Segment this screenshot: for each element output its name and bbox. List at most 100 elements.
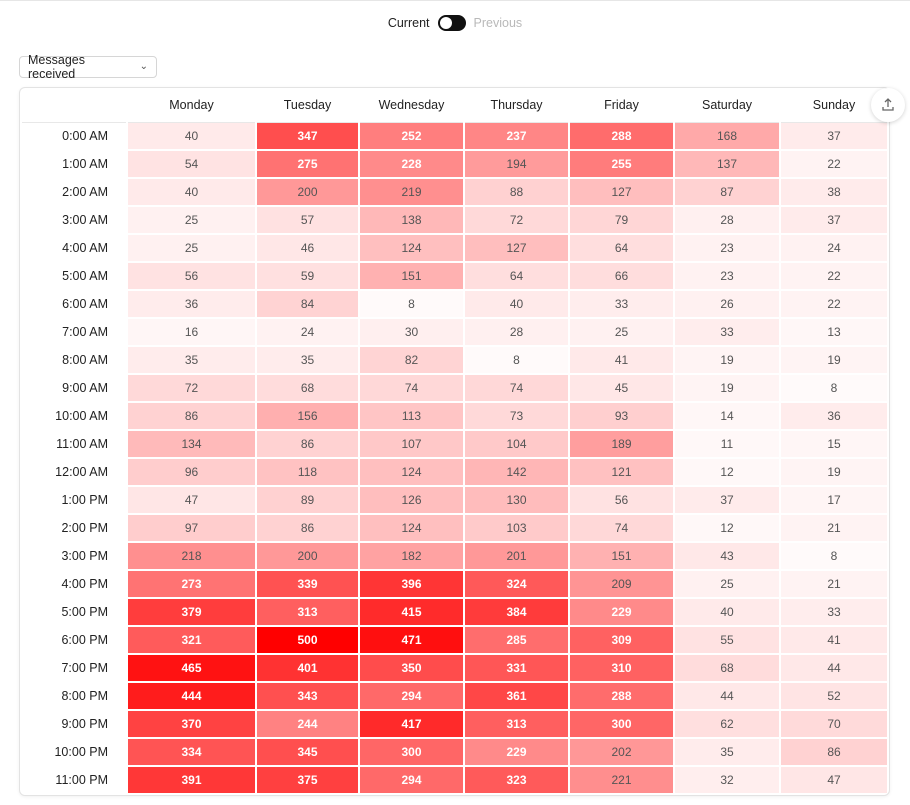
heatmap-cell: 25 — [675, 571, 779, 599]
heatmap-cell: 40 — [128, 179, 255, 207]
heatmap-cell: 25 — [128, 235, 255, 263]
metric-dropdown[interactable]: Messages received ⌄ — [19, 53, 157, 81]
heatmap-cell: 104 — [465, 431, 568, 459]
heatmap-cell: 37 — [781, 207, 887, 235]
heatmap-cell: 70 — [781, 711, 887, 739]
heatmap-cell: 26 — [675, 291, 779, 319]
heatmap-cell: 201 — [465, 543, 568, 571]
heatmap-cell: 379 — [128, 599, 255, 627]
heatmap-row: 5:00 PM 379 313 415 384 229 40 33 — [22, 599, 887, 627]
row-label: 2:00 AM — [22, 179, 126, 207]
heatmap-cell: 168 — [675, 123, 779, 151]
heatmap-cell: 151 — [570, 543, 673, 571]
heatmap-cell: 33 — [781, 599, 887, 627]
current-label[interactable]: Current — [387, 16, 430, 30]
row-label: 4:00 AM — [22, 235, 126, 263]
heatmap-cell: 285 — [465, 627, 568, 655]
row-label: 3:00 PM — [22, 543, 126, 571]
heatmap-cell: 200 — [257, 179, 358, 207]
heatmap-cell: 74 — [360, 375, 463, 403]
heatmap-cell: 288 — [570, 683, 673, 711]
heatmap-table: Monday Tuesday Wednesday Thursday Friday Satu… — [20, 88, 889, 795]
heatmap-cell: 15 — [781, 431, 887, 459]
heatmap-cell: 237 — [465, 123, 568, 151]
row-label: 5:00 PM — [22, 599, 126, 627]
period-toggle: Current Previous — [0, 13, 910, 33]
heatmap-cell: 66 — [570, 263, 673, 291]
heatmap-row: 9:00 AM 72 68 74 74 45 19 8 — [22, 375, 887, 403]
heatmap-cell: 41 — [781, 627, 887, 655]
heatmap-row: 6:00 AM 36 84 8 40 33 26 22 — [22, 291, 887, 319]
export-button[interactable] — [871, 88, 905, 122]
heatmap-cell: 343 — [257, 683, 358, 711]
heatmap-cell: 384 — [465, 599, 568, 627]
column-header: Thursday — [465, 88, 568, 123]
heatmap-cell: 86 — [128, 403, 255, 431]
heatmap-cell: 221 — [570, 767, 673, 795]
heatmap-cell: 137 — [675, 151, 779, 179]
row-label: 7:00 AM — [22, 319, 126, 347]
heatmap-cell: 40 — [128, 123, 255, 151]
heatmap-cell: 86 — [257, 431, 358, 459]
heatmap-cell: 82 — [360, 347, 463, 375]
heatmap-cell: 12 — [675, 515, 779, 543]
heatmap-cell: 36 — [781, 403, 887, 431]
heatmap-cell: 72 — [128, 375, 255, 403]
heatmap-cell: 89 — [257, 487, 358, 515]
heatmap-cell: 130 — [465, 487, 568, 515]
heatmap-cell: 375 — [257, 767, 358, 795]
heatmap-cell: 11 — [675, 431, 779, 459]
row-label: 6:00 PM — [22, 627, 126, 655]
heatmap-cell: 21 — [781, 515, 887, 543]
heatmap-cell: 189 — [570, 431, 673, 459]
heatmap-cell: 8 — [781, 375, 887, 403]
heatmap-cell: 313 — [257, 599, 358, 627]
heatmap-cell: 87 — [675, 179, 779, 207]
heatmap-cell: 24 — [781, 235, 887, 263]
heatmap-cell: 127 — [570, 179, 673, 207]
heatmap-cell: 300 — [570, 711, 673, 739]
row-label: 1:00 AM — [22, 151, 126, 179]
heatmap-cell: 391 — [128, 767, 255, 795]
heatmap-cell: 194 — [465, 151, 568, 179]
heatmap-cell: 309 — [570, 627, 673, 655]
heatmap-cell: 96 — [128, 459, 255, 487]
heatmap-cell: 156 — [257, 403, 358, 431]
heatmap-cell: 138 — [360, 207, 463, 235]
heatmap-cell: 35 — [128, 347, 255, 375]
heatmap-cell: 323 — [465, 767, 568, 795]
heatmap-cell: 121 — [570, 459, 673, 487]
row-label: 6:00 AM — [22, 291, 126, 319]
row-label: 4:00 PM — [22, 571, 126, 599]
heatmap-cell: 57 — [257, 207, 358, 235]
previous-label[interactable]: Previous — [473, 16, 523, 30]
heatmap-cell: 74 — [570, 515, 673, 543]
heatmap-row: 3:00 AM 25 57 138 72 79 28 37 — [22, 207, 887, 235]
heatmap-row: 1:00 AM 54 275 228 194 255 137 22 — [22, 151, 887, 179]
heatmap-cell: 62 — [675, 711, 779, 739]
heatmap-cell: 202 — [570, 739, 673, 767]
heatmap-cell: 229 — [570, 599, 673, 627]
heatmap-row: 8:00 PM 444 343 294 361 288 44 52 — [22, 683, 887, 711]
heatmap-cell: 345 — [257, 739, 358, 767]
heatmap-cell: 182 — [360, 543, 463, 571]
heatmap-row: 12:00 AM 96 118 124 142 121 12 19 — [22, 459, 887, 487]
heatmap-cell: 8 — [465, 347, 568, 375]
heatmap-cell: 14 — [675, 403, 779, 431]
heatmap-cell: 124 — [360, 459, 463, 487]
heatmap-cell: 275 — [257, 151, 358, 179]
heatmap-cell: 79 — [570, 207, 673, 235]
heatmap-cell: 103 — [465, 515, 568, 543]
column-header: Tuesday — [257, 88, 358, 123]
heatmap-cell: 64 — [465, 263, 568, 291]
period-switch[interactable] — [437, 15, 466, 31]
column-header: Sunday — [781, 88, 887, 123]
heatmap-row: 8:00 AM 35 35 82 8 41 19 19 — [22, 347, 887, 375]
heatmap-cell: 331 — [465, 655, 568, 683]
heatmap-cell: 64 — [570, 235, 673, 263]
heatmap-cell: 35 — [257, 347, 358, 375]
heatmap-cell: 52 — [781, 683, 887, 711]
heatmap-cell: 244 — [257, 711, 358, 739]
heatmap-cell: 16 — [128, 319, 255, 347]
row-label: 8:00 PM — [22, 683, 126, 711]
